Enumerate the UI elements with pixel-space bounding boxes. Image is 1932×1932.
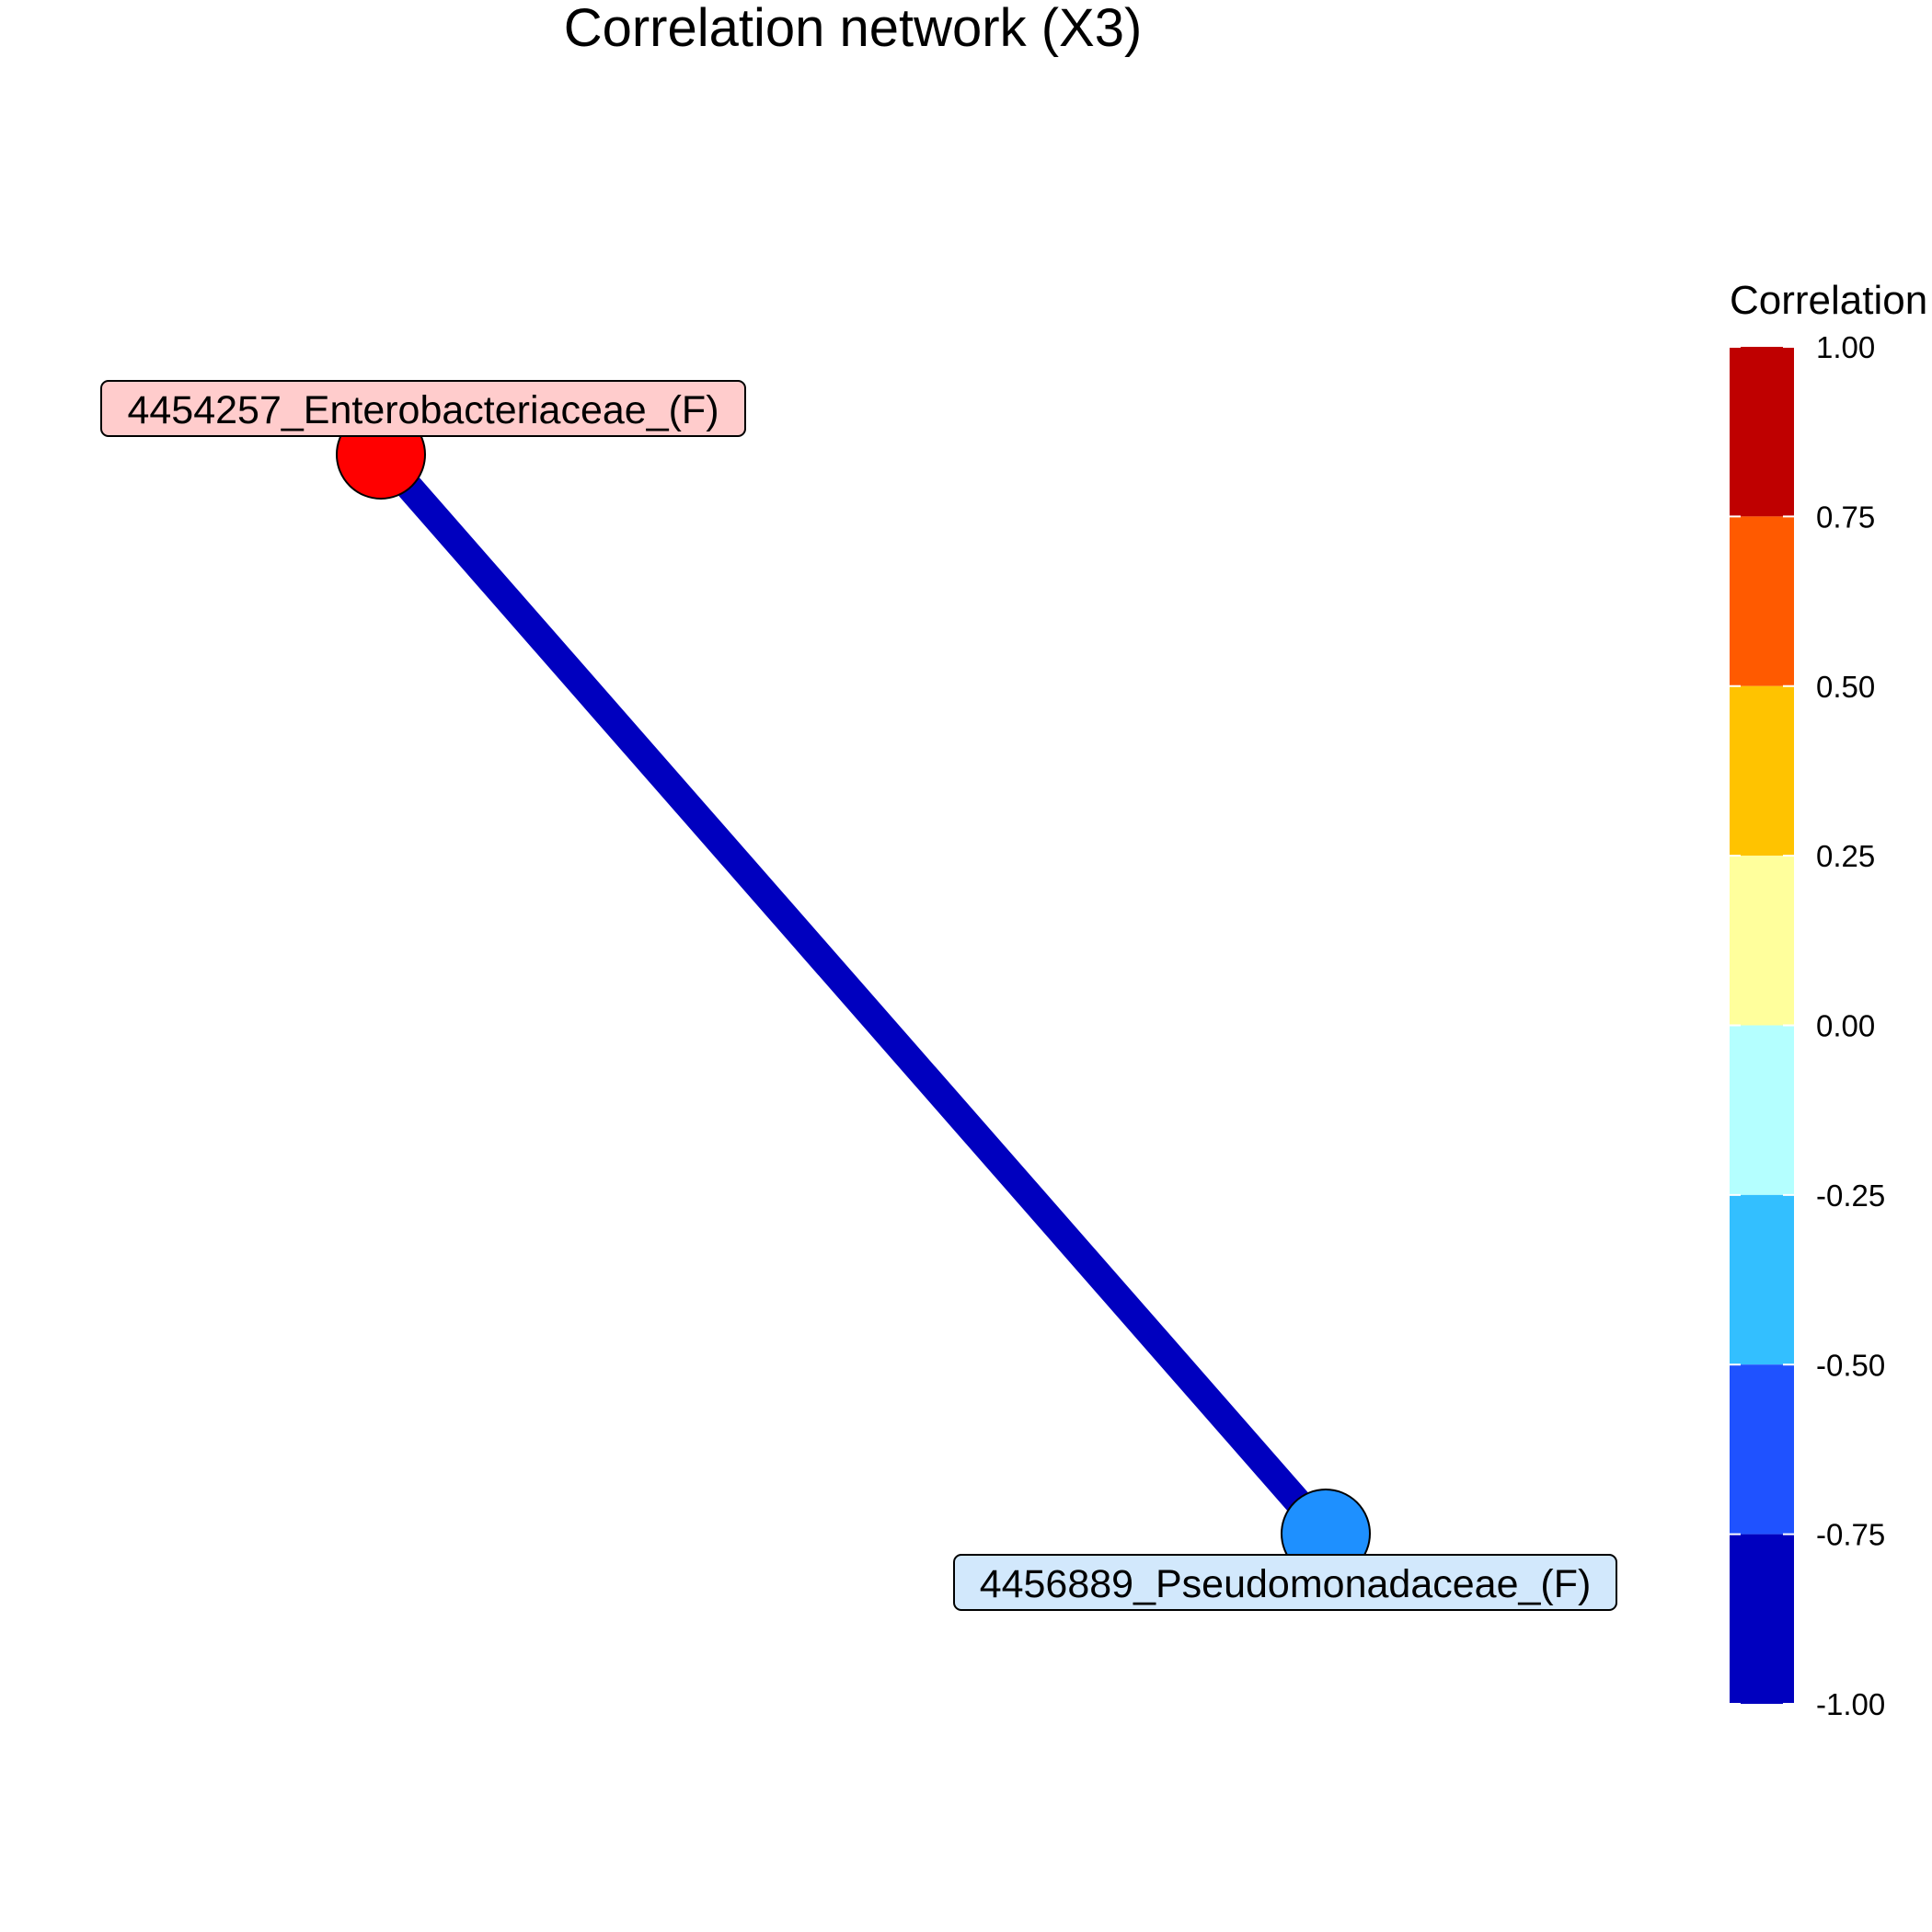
node-label-n1: 4454257_Enterobacteriaceae_(F)	[127, 388, 719, 432]
legend-bin-7	[1730, 1534, 1794, 1704]
node-label-n2: 4456889_Pseudomonadaceae_(F)	[980, 1562, 1592, 1606]
legend-title: Correlation	[1730, 278, 1927, 323]
legend-tick-label: 0.50	[1816, 670, 1875, 704]
node-label-n1-group: 4454257_Enterobacteriaceae_(F)	[100, 380, 746, 437]
legend-bin-6	[1730, 1364, 1794, 1535]
legend-tick-label: 1.00	[1816, 330, 1875, 364]
legend-bin-1	[1730, 516, 1794, 686]
legend-tick-label: 0.25	[1816, 839, 1875, 873]
node-label-n2-box	[953, 1554, 1617, 1611]
legend-bin-0	[1730, 347, 1794, 517]
legend-bin-5	[1730, 1194, 1794, 1365]
legend-bin-3	[1730, 856, 1794, 1026]
node-label-n1-box	[100, 380, 746, 437]
legend-ticks: 1.00 0.75 0.50 0.25 0.00 -0.25 -0.50 -0.75 -1.00	[1730, 330, 1885, 1721]
edges-layer	[370, 445, 1337, 1543]
legend-tick-label: 0.75	[1816, 500, 1875, 534]
legend-bin-4	[1730, 1025, 1794, 1195]
plot-title: Correlation network (X3)	[564, 0, 1143, 58]
legend-tick-label: -0.75	[1816, 1518, 1885, 1552]
legend-tick-label: 0.00	[1816, 1009, 1875, 1043]
edge-n1-n2	[370, 445, 1337, 1543]
legend-bin-2	[1730, 685, 1794, 857]
node-label-n2-group: 4456889_Pseudomonadaceae_(F)	[953, 1554, 1617, 1611]
legend-tick-label: -1.00	[1816, 1687, 1885, 1721]
legend-colorbar	[1730, 347, 1794, 1704]
color-legend: Correlation 1.00 0.75 0.50 0.25 0.00 -0.25 -0.…	[1730, 278, 1927, 1721]
legend-tick-label: -0.25	[1816, 1179, 1885, 1213]
legend-tick-label: -0.50	[1816, 1348, 1885, 1382]
